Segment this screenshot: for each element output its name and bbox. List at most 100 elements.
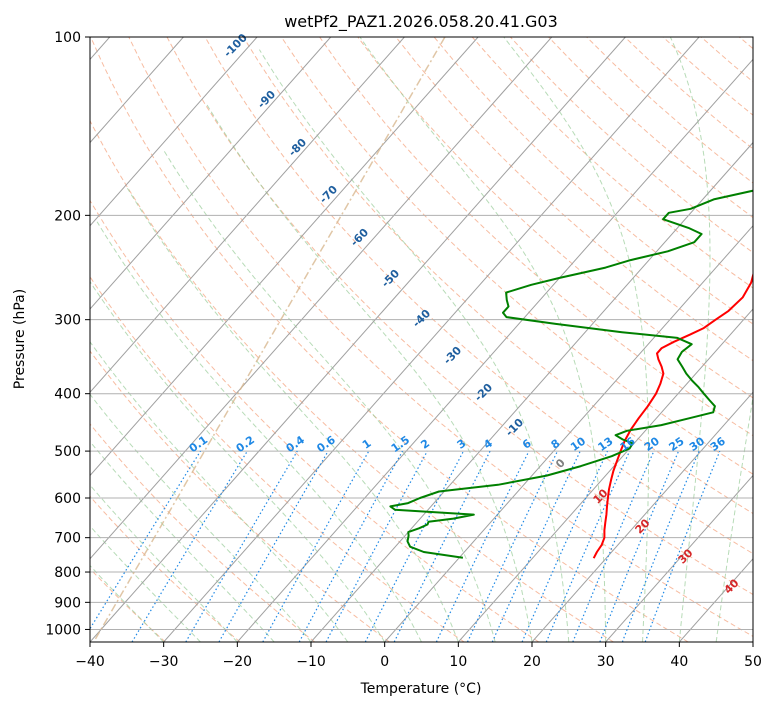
mixing-ratio-line bbox=[599, 450, 680, 642]
isotherm-line bbox=[384, 225, 753, 642]
isotherm-line bbox=[531, 391, 753, 642]
x-tick-label: 50 bbox=[744, 654, 762, 670]
background-lines bbox=[90, 37, 753, 642]
x-tick-label: 20 bbox=[523, 654, 541, 670]
isotherm-line bbox=[752, 641, 753, 642]
dry-adiabat-line bbox=[90, 37, 689, 642]
y-tick-label: 1000 bbox=[45, 622, 81, 638]
x-axis: −40 −30 −20 −10 0 10 20 30 40 50 bbox=[75, 642, 762, 670]
x-tick-label: −20 bbox=[223, 654, 253, 670]
y-tick-label: 300 bbox=[54, 313, 81, 329]
mixing-ratio-label: 0.1 bbox=[187, 433, 210, 455]
dry-adiabat-label: 40 bbox=[722, 576, 742, 596]
mixing-ratio-label: 1 bbox=[360, 437, 374, 452]
moist-adiabat-line bbox=[90, 393, 312, 642]
mixing-ratio-line bbox=[572, 450, 655, 642]
frost-point-label: -100 bbox=[221, 31, 250, 60]
moist-adiabat-line bbox=[206, 104, 533, 642]
frost-point-label: -40 bbox=[410, 307, 433, 330]
y-tick-label: 200 bbox=[54, 208, 81, 224]
moist-adiabat-line bbox=[162, 149, 496, 642]
isotherm-line bbox=[310, 141, 753, 642]
isotherm-line bbox=[90, 37, 553, 560]
mixing-ratio-line bbox=[364, 450, 465, 642]
dry-adiabat-line bbox=[90, 423, 316, 642]
mixing-ratio-line bbox=[393, 450, 491, 642]
y-axis-label: Pressure (hPa) bbox=[12, 289, 28, 389]
frost-point-label: -80 bbox=[286, 136, 309, 159]
dry-adiabat-line bbox=[433, 37, 753, 325]
y-tick-label: 700 bbox=[54, 531, 81, 547]
isotherm-line bbox=[457, 308, 753, 642]
isotherm-line bbox=[90, 37, 479, 477]
moist-adiabat-line bbox=[126, 187, 459, 642]
frost-point-label: -90 bbox=[255, 88, 278, 111]
mixing-ratio-line bbox=[491, 450, 581, 642]
isotherm-line bbox=[90, 37, 184, 144]
moist-adiabat-line bbox=[96, 221, 422, 642]
mixing-ratio-line bbox=[621, 450, 700, 642]
mixing-ratio-line bbox=[218, 450, 329, 642]
y-tick-label: 400 bbox=[54, 387, 81, 403]
x-axis-label: Temperature (°C) bbox=[360, 681, 482, 697]
dry-adiabat-line bbox=[624, 37, 753, 150]
dry-adiabat-line bbox=[548, 37, 753, 219]
x-tick-label: −10 bbox=[296, 654, 326, 670]
y-tick-label: 800 bbox=[54, 565, 81, 581]
mixing-ratio-label: 0.4 bbox=[284, 433, 308, 455]
mixing-ratio-line bbox=[90, 450, 202, 630]
dry-adiabat-line bbox=[280, 37, 753, 475]
isotherm-line bbox=[90, 37, 332, 310]
dewpoint-line bbox=[389, 189, 753, 559]
isotherm-line bbox=[163, 37, 700, 642]
y-tick-label: 500 bbox=[54, 444, 81, 460]
moist-adiabat-line bbox=[90, 440, 275, 642]
frost-point-label: -60 bbox=[348, 226, 371, 249]
x-tick-label: 40 bbox=[670, 654, 688, 670]
mixing-ratio-label: 1.5 bbox=[389, 433, 412, 455]
frost-point-label: -70 bbox=[317, 183, 340, 206]
mixing-ratio-label: 0.2 bbox=[234, 433, 257, 455]
x-tick-label: −40 bbox=[75, 654, 105, 670]
moist-adiabat-line bbox=[715, 394, 753, 642]
dry-adiabat-line bbox=[510, 37, 753, 254]
y-tick-label: 100 bbox=[54, 30, 81, 46]
dry-adiabat-line bbox=[242, 37, 753, 515]
isotherm-line bbox=[90, 37, 626, 642]
moist-adiabat-line bbox=[258, 49, 570, 642]
mixing-ratio-line bbox=[545, 450, 631, 642]
moist-adiabat-line bbox=[90, 340, 349, 642]
mixing-ratio-line bbox=[325, 450, 428, 642]
moist-adiabat-line bbox=[90, 564, 165, 642]
mixing-ratio-line bbox=[131, 450, 248, 642]
y-tick-label: 900 bbox=[54, 595, 81, 611]
mixing-ratio-line bbox=[262, 450, 370, 642]
mixing-ratio-label: 4 bbox=[481, 437, 495, 452]
frost-point-label: -30 bbox=[441, 344, 464, 367]
x-tick-label: 30 bbox=[597, 654, 615, 670]
frost-point-label: -10 bbox=[503, 416, 526, 439]
moist-adiabat-line bbox=[90, 484, 238, 642]
frost-point-label: -20 bbox=[472, 381, 495, 404]
plot-frame bbox=[89, 36, 754, 643]
dry-adiabat-line bbox=[700, 37, 753, 83]
dry-adiabat-line bbox=[90, 495, 241, 642]
dry-adiabat-line bbox=[90, 119, 614, 642]
mixing-ratio-label: 0.6 bbox=[314, 433, 338, 455]
dry-adiabat-line bbox=[128, 37, 753, 637]
isotherm-line bbox=[236, 58, 753, 642]
dry-adiabat-line bbox=[319, 37, 753, 437]
mixing-ratio-line bbox=[185, 450, 298, 642]
plot-area bbox=[389, 189, 753, 559]
x-tick-label: 10 bbox=[449, 654, 467, 670]
isotherm-line bbox=[90, 37, 405, 394]
moist-adiabat-line bbox=[669, 37, 711, 642]
zero-label: 0 bbox=[553, 456, 568, 471]
chart-title: wetPf2_PAZ1.2026.058.20.41.G03 bbox=[284, 12, 558, 32]
moist-adiabat-line bbox=[503, 37, 650, 642]
y-axis: 1000 900 800 700 600 500 400 300 200 100 bbox=[45, 30, 90, 638]
mixing-ratio-line bbox=[298, 450, 404, 642]
dry-adiabat-line bbox=[738, 37, 753, 50]
isotherm-line bbox=[90, 37, 258, 227]
x-tick-label: −30 bbox=[149, 654, 179, 670]
